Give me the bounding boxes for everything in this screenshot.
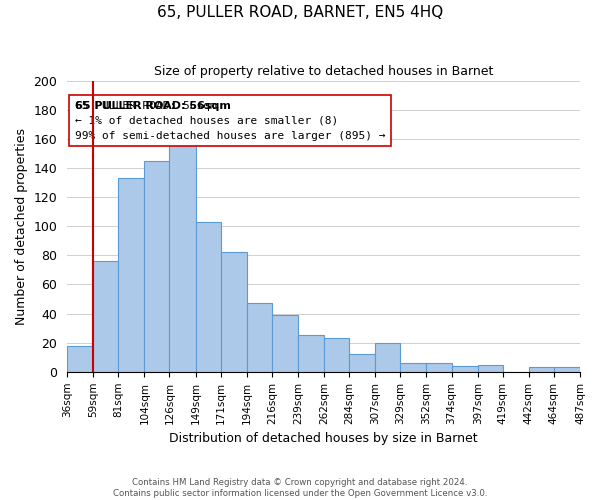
X-axis label: Distribution of detached houses by size in Barnet: Distribution of detached houses by size … [169, 432, 478, 445]
Bar [145, 160, 169, 372]
Text: 65 PULLER ROAD: 56sqm: 65 PULLER ROAD: 56sqm [75, 101, 231, 111]
Bar [196, 222, 221, 372]
Bar [400, 363, 427, 372]
Bar [554, 368, 580, 372]
Text: 65 PULLER ROAD: 56sqm
← 1% of detached houses are smaller (8)
99% of semi-detach: 65 PULLER ROAD: 56sqm ← 1% of detached h… [75, 101, 385, 140]
Bar [376, 342, 400, 372]
Bar [247, 304, 272, 372]
Bar [221, 252, 247, 372]
Bar [349, 354, 376, 372]
Bar [67, 346, 94, 372]
Text: Contains HM Land Registry data © Crown copyright and database right 2024.
Contai: Contains HM Land Registry data © Crown c… [113, 478, 487, 498]
Bar [324, 338, 349, 372]
Bar [169, 132, 196, 372]
Bar [452, 366, 478, 372]
Title: Size of property relative to detached houses in Barnet: Size of property relative to detached ho… [154, 65, 493, 78]
Bar [427, 363, 452, 372]
Bar [529, 368, 554, 372]
Y-axis label: Number of detached properties: Number of detached properties [15, 128, 28, 324]
Bar [272, 315, 298, 372]
Bar [478, 364, 503, 372]
Bar [94, 261, 118, 372]
Bar [298, 336, 324, 372]
Bar [118, 178, 145, 372]
Text: 65, PULLER ROAD, BARNET, EN5 4HQ: 65, PULLER ROAD, BARNET, EN5 4HQ [157, 5, 443, 20]
